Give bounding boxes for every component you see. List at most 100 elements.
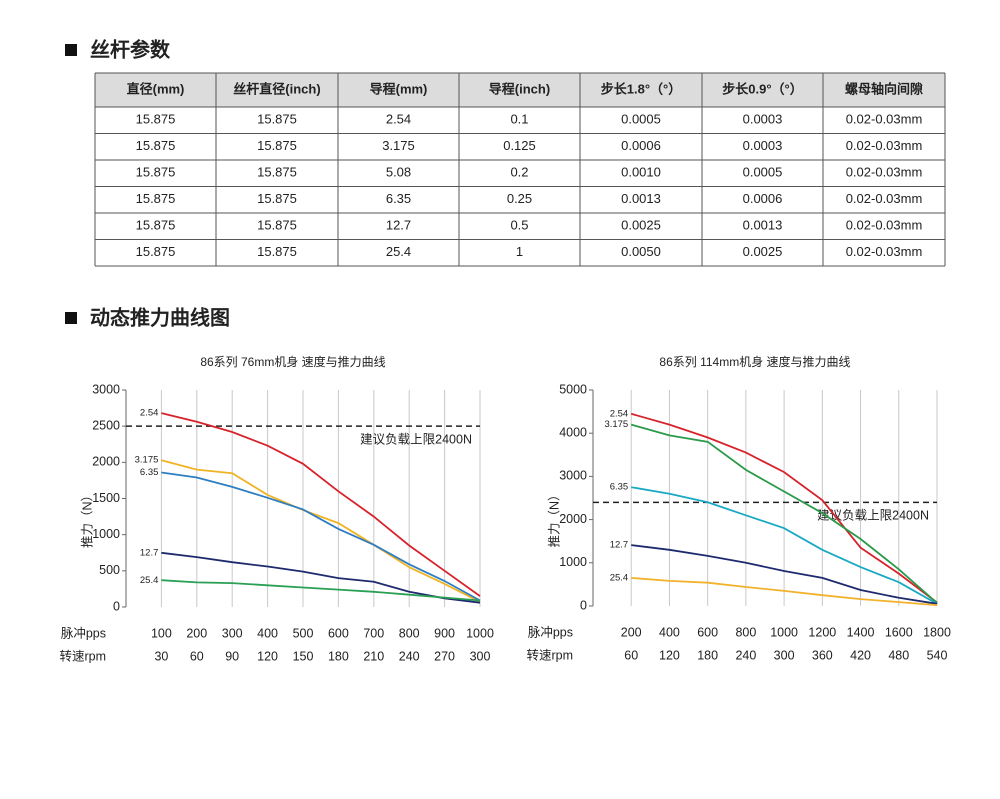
table-cell: 6.35 xyxy=(386,191,411,206)
y-tick-label: 1500 xyxy=(92,491,120,505)
table-cell: 15.875 xyxy=(136,191,176,206)
x-tick-label: 100 xyxy=(151,626,172,640)
series-line xyxy=(631,486,938,605)
y-tick-label: 2000 xyxy=(559,512,587,526)
x-tick-label: 1800 xyxy=(923,625,951,639)
series-label: 12.7 xyxy=(140,547,159,558)
column-header: 导程(mm) xyxy=(370,81,428,96)
table-cell: 12.7 xyxy=(386,218,411,233)
x-axis-label: 脉冲pps xyxy=(528,624,573,639)
series-label: 3.175 xyxy=(135,455,159,466)
series-label: 6.35 xyxy=(610,482,629,493)
table-cell: 15.875 xyxy=(257,138,297,153)
table-cell: 0.2 xyxy=(510,165,528,180)
y-tick-label: 4000 xyxy=(559,425,587,439)
table-cell: 0.0003 xyxy=(743,112,783,127)
x2-tick-label: 270 xyxy=(434,649,455,663)
x2-tick-label: 150 xyxy=(293,649,314,663)
table-cell: 15.875 xyxy=(136,165,176,180)
table-cell: 3.175 xyxy=(382,138,415,153)
table-cell: 0.5 xyxy=(510,218,528,233)
y-tick-label: 3000 xyxy=(92,382,120,396)
table-cell: 0.0010 xyxy=(621,165,661,180)
table-cell: 15.875 xyxy=(257,112,297,127)
table-cell: 0.02-0.03mm xyxy=(846,138,923,153)
series-line xyxy=(161,412,481,597)
reference-label: 建议负载上限2400N xyxy=(360,432,472,446)
x2-axis-label: 转速rpm xyxy=(526,647,573,662)
table-cell: 5.08 xyxy=(386,165,411,180)
x2-tick-label: 180 xyxy=(328,649,349,663)
x2-tick-label: 30 xyxy=(154,649,168,663)
x-tick-label: 800 xyxy=(735,625,756,639)
section-marker xyxy=(65,44,77,56)
table-cell: 0.02-0.03mm xyxy=(846,244,923,259)
y-tick-label: 1000 xyxy=(92,527,120,541)
table-cell: 0.0006 xyxy=(621,138,661,153)
x-tick-label: 600 xyxy=(697,625,718,639)
table: 直径(mm) 丝杆直径(inch) 导程(mm) 导程(inch) 步长1.8°（°） 步… xyxy=(94,72,946,267)
x2-tick-label: 540 xyxy=(927,648,948,662)
x-tick-label: 700 xyxy=(363,626,384,640)
table-cell: 0.02-0.03mm xyxy=(846,112,923,127)
x-tick-label: 600 xyxy=(328,626,349,640)
x-tick-label: 1000 xyxy=(770,625,798,639)
series-line xyxy=(631,544,938,605)
chart-title: 86系列 76mm机身 速度与推力曲线 xyxy=(200,354,385,369)
x2-tick-label: 420 xyxy=(850,648,871,662)
table-cell: 15.875 xyxy=(136,112,176,127)
table-cell: 15.875 xyxy=(136,244,176,259)
table-cell: 0.02-0.03mm xyxy=(846,165,923,180)
series-label: 12.7 xyxy=(610,540,629,551)
x-tick-label: 1400 xyxy=(847,625,875,639)
series-label: 6.35 xyxy=(140,467,159,478)
x-tick-label: 1600 xyxy=(885,625,913,639)
table-cell: 0.1 xyxy=(510,112,528,127)
y-axis-label: 推力（N） xyxy=(80,489,94,548)
series-line xyxy=(161,551,481,604)
series-line xyxy=(631,577,938,606)
table-cell: 0.0006 xyxy=(743,191,783,206)
table-cell: 0.0025 xyxy=(743,244,783,259)
series-line xyxy=(161,579,481,602)
x-tick-label: 400 xyxy=(257,626,278,640)
x-tick-label: 500 xyxy=(293,626,314,640)
series-label: 3.175 xyxy=(604,419,628,430)
table-cell: 15.875 xyxy=(136,138,176,153)
x2-tick-label: 60 xyxy=(190,649,204,663)
column-header: 步长1.8°（°） xyxy=(601,81,681,96)
table-cell: 15.875 xyxy=(257,165,297,180)
x2-tick-label: 210 xyxy=(363,649,384,663)
y-tick-label: 2000 xyxy=(92,455,120,469)
section-marker xyxy=(65,312,77,324)
x2-tick-label: 90 xyxy=(225,649,239,663)
table-cell: 15.875 xyxy=(257,191,297,206)
table-cell: 2.54 xyxy=(386,112,411,127)
table-cell: 0.125 xyxy=(503,138,536,153)
table-cell: 15.875 xyxy=(257,218,297,233)
table-cell: 25.4 xyxy=(386,244,411,259)
x-tick-label: 900 xyxy=(434,626,455,640)
x2-tick-label: 120 xyxy=(257,649,278,663)
y-tick-label: 500 xyxy=(99,563,120,577)
x-tick-label: 800 xyxy=(399,626,420,640)
table-cell: 0.0005 xyxy=(621,112,661,127)
chart-title: 86系列 114mm机身 速度与推力曲线 xyxy=(659,354,850,369)
section-title: 丝杆参数 xyxy=(90,37,171,61)
x-tick-label: 300 xyxy=(222,626,243,640)
column-header: 丝杆直径(inch) xyxy=(233,81,320,96)
table-cell: 1 xyxy=(516,244,523,259)
table-cell: 0.0013 xyxy=(621,191,661,206)
table-cell: 0.0005 xyxy=(743,165,783,180)
x2-tick-label: 300 xyxy=(774,648,795,662)
column-header: 直径(mm) xyxy=(127,81,185,96)
table-cell: 15.875 xyxy=(257,244,297,259)
x2-tick-label: 360 xyxy=(812,648,833,662)
series-label: 25.4 xyxy=(610,572,629,583)
table-cell: 0.02-0.03mm xyxy=(846,191,923,206)
table-cell: 0.0050 xyxy=(621,244,661,259)
series-line xyxy=(630,423,938,604)
series-line xyxy=(161,471,481,602)
